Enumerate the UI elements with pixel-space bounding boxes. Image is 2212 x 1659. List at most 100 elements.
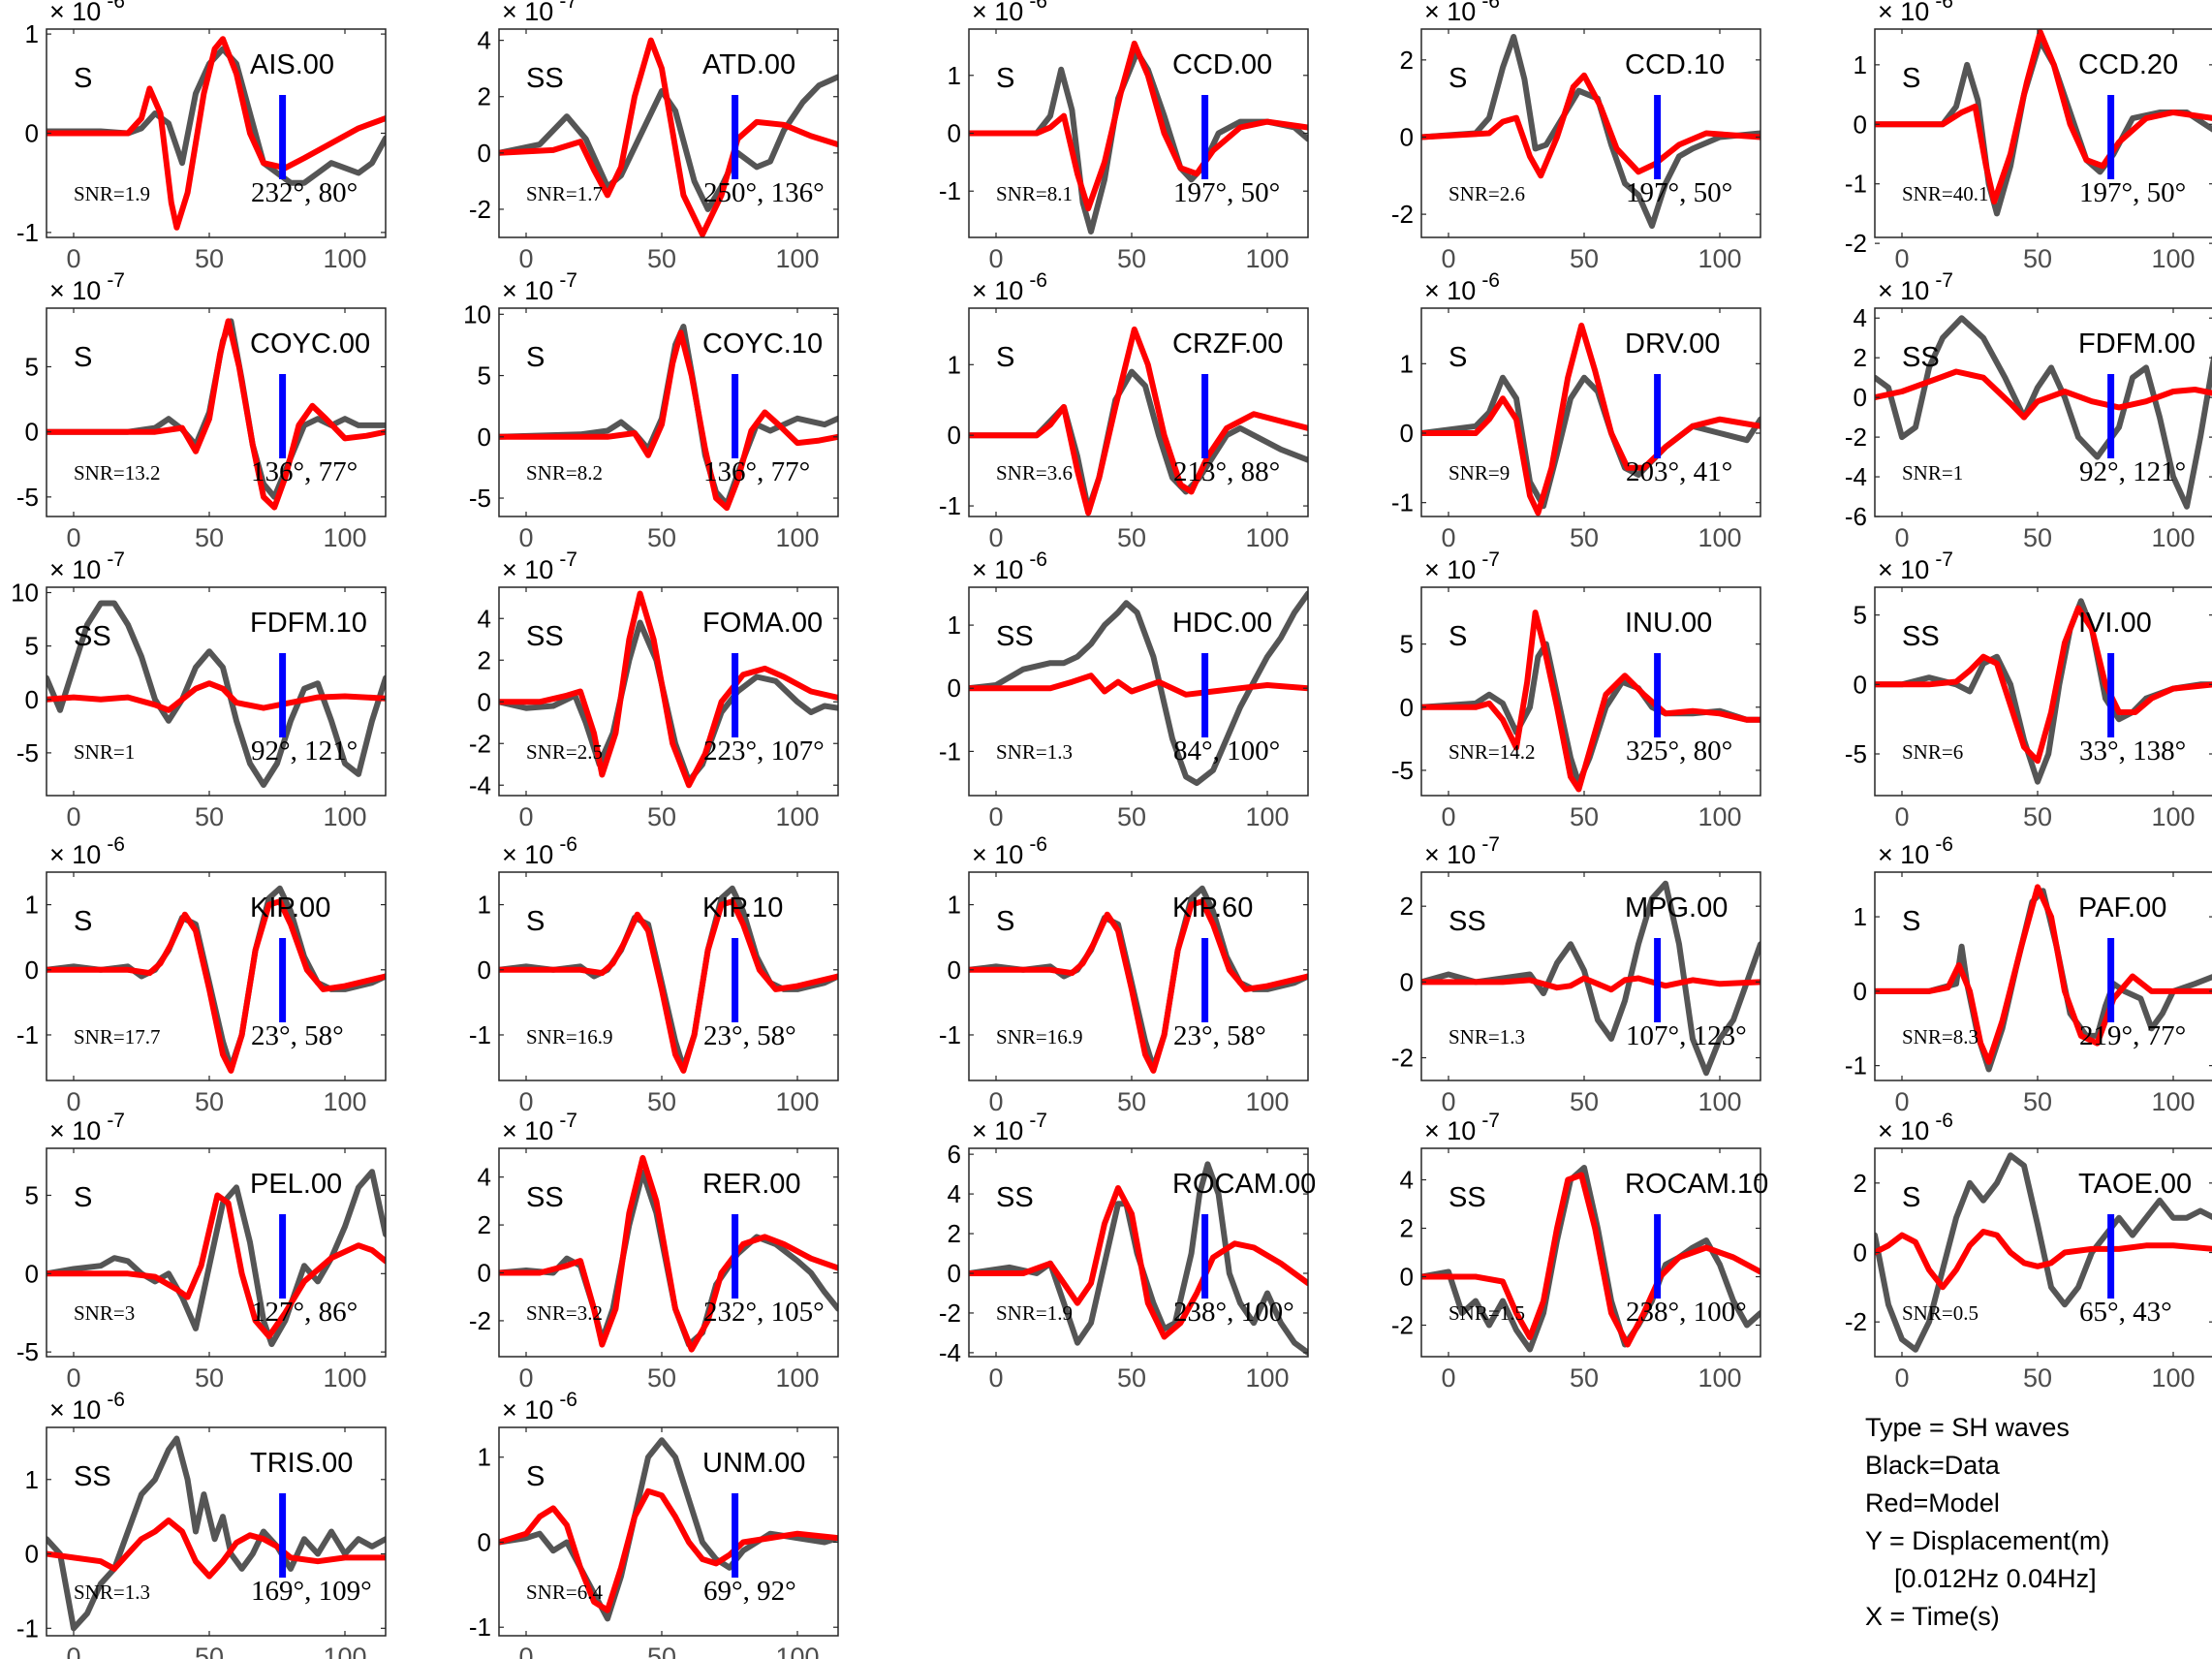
x-tick-label: 100 xyxy=(1698,802,1741,831)
snr-label: SNR=1 xyxy=(74,740,135,764)
phase-label: S xyxy=(526,906,545,937)
panel-crzf-00: 0 50 100 1 0 -1 × 10 -6 S CRZF.00 SNR=3.6 213°, 88° xyxy=(939,269,1309,552)
y-exponent-label: × 10 -6 xyxy=(49,833,125,869)
x-tick-label: 0 xyxy=(518,1643,533,1659)
y-tick-label: -4 xyxy=(1845,462,1867,491)
legend-y-text: Y = Displacement(m) xyxy=(1865,1526,2110,1555)
y-exponent-label: × 10 -7 xyxy=(1424,833,1500,869)
phase-label: S xyxy=(996,906,1014,937)
phase-label: S xyxy=(526,342,545,373)
model-waveform-line xyxy=(1421,610,1760,793)
y-exponent-power: -7 xyxy=(1481,1110,1500,1132)
y-exponent-power: -6 xyxy=(1029,0,1047,13)
x-tick-label: 100 xyxy=(2151,244,2195,273)
angle-label: 23°, 58° xyxy=(251,1020,344,1051)
angle-label: 92°, 121° xyxy=(251,736,358,767)
data-waveform-line xyxy=(47,600,386,788)
snr-label: SNR=6 xyxy=(1902,740,1963,764)
panel-rocam-00: 0 50 100 6 4 2 0 -2 -4 × 10 -7 SS ROCAM.00 SNR=1.9 238… xyxy=(939,1110,1316,1393)
x-tick-label: 100 xyxy=(775,244,819,273)
model-waveform-line xyxy=(1421,322,1760,516)
x-tick-label: 50 xyxy=(1117,523,1146,552)
station-label: KIP.10 xyxy=(702,892,783,923)
panel-tris-00: 0 50 100 1 0 -1 × 10 -6 SS TRIS.00 SNR=1.3 169°, 10… xyxy=(16,1389,387,1659)
x-tick-label: 100 xyxy=(323,523,366,552)
axes-frame xyxy=(1874,871,2212,1081)
y-exponent-power: -7 xyxy=(1935,269,1953,292)
model-waveform-line xyxy=(499,37,838,237)
axes-frame xyxy=(1874,28,2212,238)
x-tick-label: 0 xyxy=(518,523,533,552)
angle-label: 33°, 138° xyxy=(2079,736,2186,767)
y-exponent-power: -6 xyxy=(1029,269,1047,292)
y-tick-label: 0 xyxy=(948,119,961,148)
y-tick-label: -2 xyxy=(469,1306,491,1335)
x-tick-label: 100 xyxy=(1698,523,1741,552)
legend-band-text: [0.012Hz 0.04Hz] xyxy=(1894,1564,2097,1593)
axes-frame xyxy=(498,28,839,238)
y-tick-label: -5 xyxy=(16,738,39,767)
y-tick-label: 2 xyxy=(1400,1214,1414,1243)
x-tick-label: 100 xyxy=(1245,802,1289,831)
station-label: FOMA.00 xyxy=(702,608,823,639)
station-label: PEL.00 xyxy=(250,1169,342,1200)
x-tick-label: 0 xyxy=(988,802,1003,831)
x-tick-label: 50 xyxy=(195,1363,224,1393)
model-waveform-line xyxy=(499,329,838,512)
model-waveform-line xyxy=(1421,1172,1760,1348)
y-tick-label: 0 xyxy=(948,1259,961,1288)
phase-label: S xyxy=(1902,906,1920,937)
x-tick-label: 100 xyxy=(775,1643,819,1659)
data-waveform-line xyxy=(47,1169,386,1348)
y-tick-label: -1 xyxy=(939,491,961,520)
snr-label: SNR=1.5 xyxy=(1449,1301,1525,1325)
x-tick-label: 0 xyxy=(1894,244,1909,273)
x-tick-label: 100 xyxy=(2151,523,2195,552)
y-exponent-label: × 10 -6 xyxy=(972,833,1047,869)
data-waveform-line xyxy=(969,590,1308,786)
model-waveform-line xyxy=(969,40,1308,212)
snr-label: SNR=3 xyxy=(74,1301,135,1325)
x-tick-label: 50 xyxy=(2023,802,2052,831)
y-tick-label: 0 xyxy=(478,423,491,452)
y-tick-label: -1 xyxy=(1845,1051,1867,1080)
y-tick-label: -2 xyxy=(1845,1307,1867,1336)
y-tick-label: -2 xyxy=(939,1299,961,1328)
y-tick-label: -1 xyxy=(16,1020,39,1049)
y-tick-label: 1 xyxy=(1854,50,1867,79)
station-label: RER.00 xyxy=(702,1169,801,1200)
y-tick-label: 0 xyxy=(1400,1263,1414,1292)
angle-label: 203°, 41° xyxy=(1626,456,1732,487)
panel-kip-10: 0 50 100 1 0 -1 × 10 -6 S KIP.10 SNR=16.9 23°, 58° xyxy=(469,833,839,1116)
panel-drv-00: 0 50 100 1 0 -1 × 10 -6 S DRV.00 SNR=9 203°, 41° xyxy=(1391,269,1761,552)
y-tick-label: 0 xyxy=(1854,383,1867,412)
y-exponent-power: -7 xyxy=(559,269,577,292)
angle-label: 169°, 109° xyxy=(251,1576,372,1607)
y-tick-label: 0 xyxy=(1854,1238,1867,1268)
snr-label: SNR=8.3 xyxy=(1902,1025,1978,1049)
y-tick-label: 2 xyxy=(1400,892,1414,921)
model-waveform-line xyxy=(47,1518,386,1580)
station-label: DRV.00 xyxy=(1625,329,1720,360)
y-exponent-power: -6 xyxy=(1935,0,1953,13)
axes-frame xyxy=(1420,1147,1761,1358)
y-tick-label: 0 xyxy=(1854,110,1867,139)
model-waveform-line xyxy=(47,1192,386,1339)
y-tick-label: 1 xyxy=(1400,349,1414,378)
y-tick-label: 0 xyxy=(478,687,491,716)
panel-ais-00: 0 50 100 1 0 -1 × 10 -6 S AIS.00 SNR=1.9 232°, 80° xyxy=(16,0,387,273)
y-tick-label: 4 xyxy=(478,1163,491,1192)
y-tick-label: 10 xyxy=(463,299,491,329)
figure-legend: Type = SH waves Black=Data Red=Model Y =… xyxy=(1865,1409,2195,1636)
phase-label: S xyxy=(74,63,92,94)
y-tick-label: -1 xyxy=(1391,488,1414,517)
y-exponent-label: × 10 -6 xyxy=(1878,1110,1953,1145)
y-tick-label: 0 xyxy=(478,1259,491,1288)
y-exponent-power: -7 xyxy=(1481,833,1500,856)
axes-frame xyxy=(968,586,1309,797)
y-tick-label: 1 xyxy=(948,350,961,379)
y-tick-label: 0 xyxy=(1400,122,1414,151)
x-tick-label: 50 xyxy=(1570,1363,1599,1393)
x-tick-label: 100 xyxy=(1245,1087,1289,1116)
